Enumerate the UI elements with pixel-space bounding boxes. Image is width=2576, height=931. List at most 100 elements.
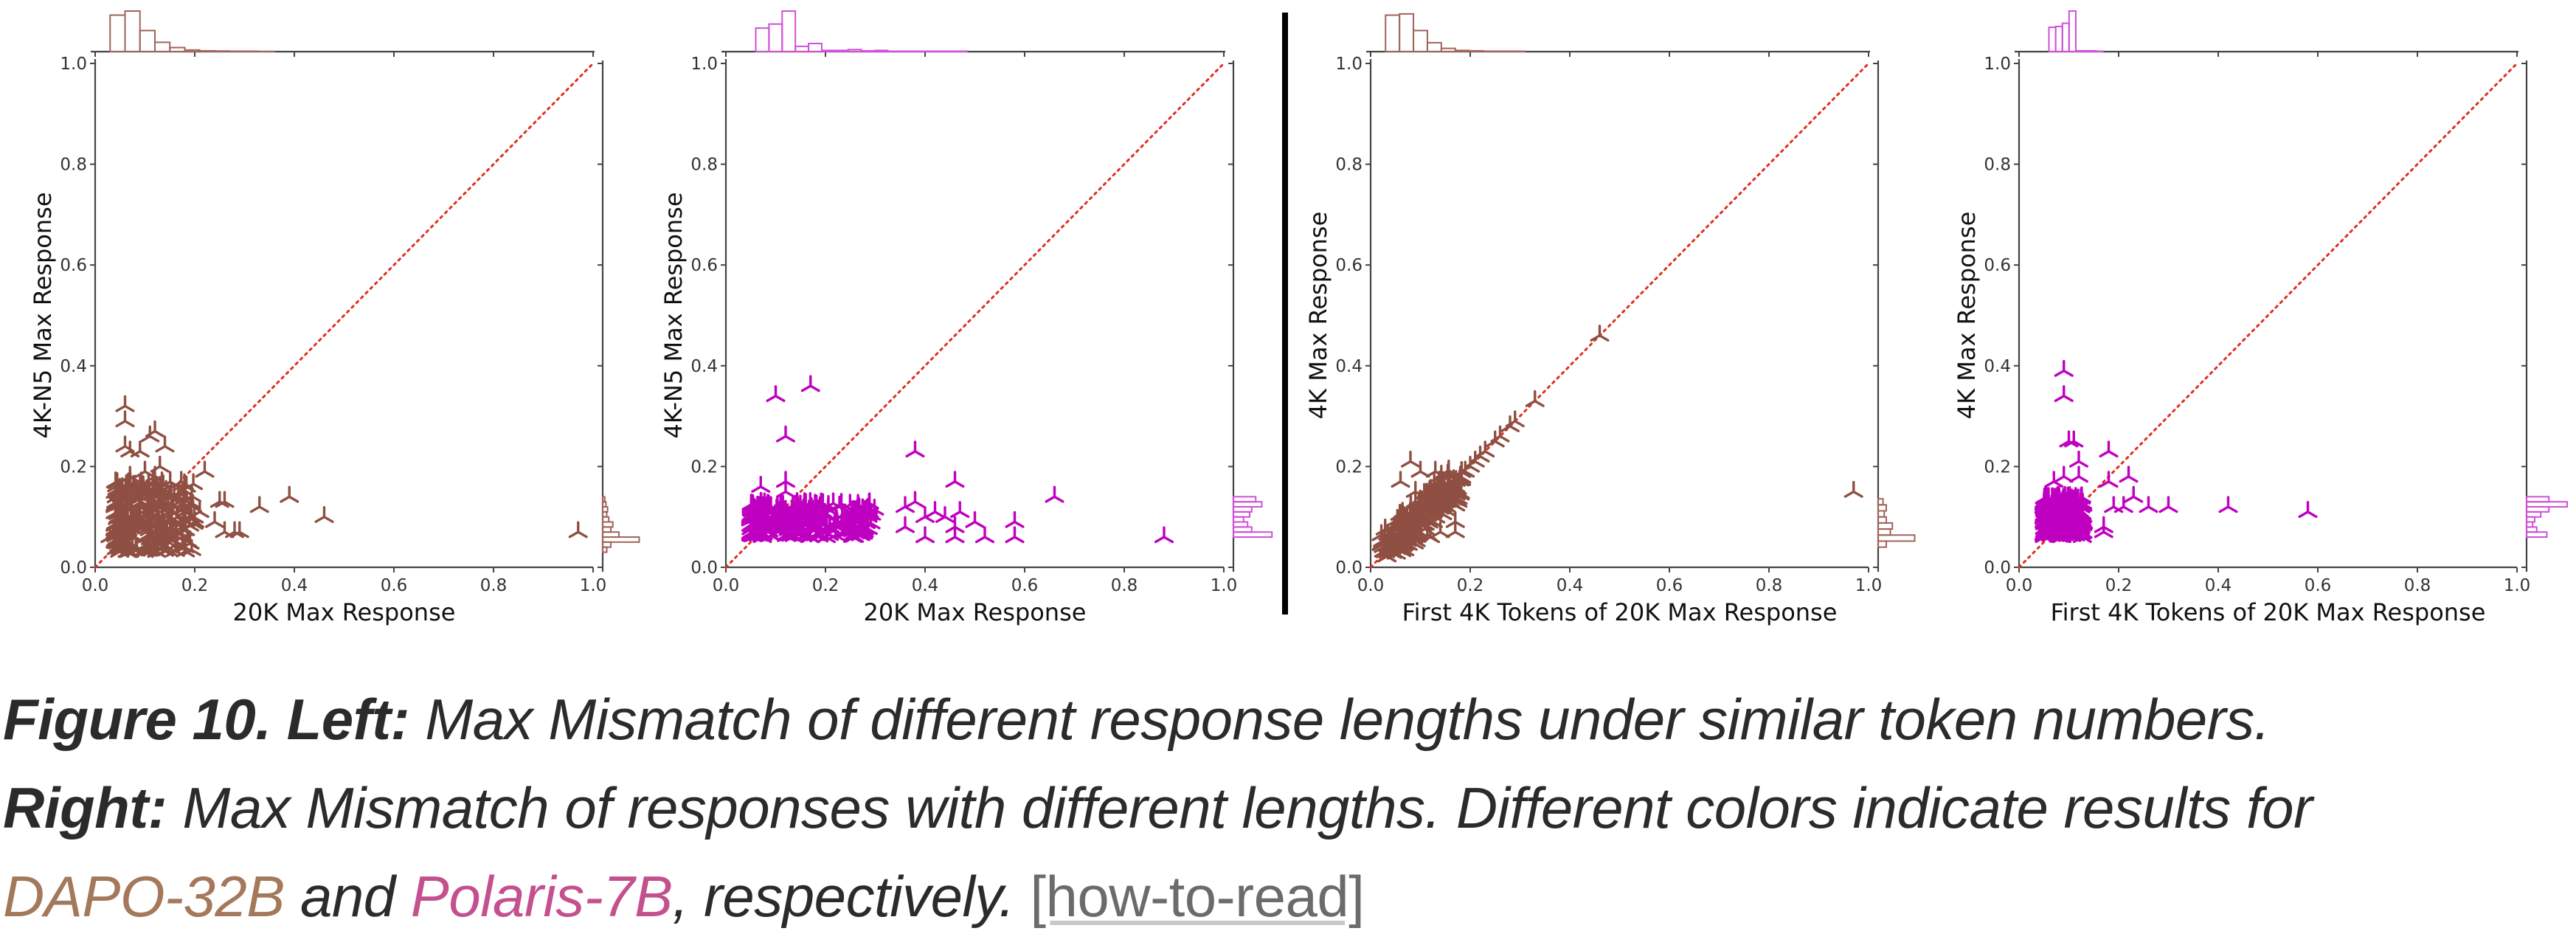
x-axis-label: 20K Max Response	[233, 598, 456, 626]
scatter-point	[128, 507, 148, 525]
scatter-point	[945, 471, 965, 488]
scatter-point	[2068, 466, 2089, 483]
y-tick-label: 0.4	[60, 357, 87, 376]
scatter-point	[314, 506, 334, 523]
scatter-point	[115, 395, 135, 412]
x-axis-label: 20K Max Response	[864, 598, 1087, 626]
right-hist-bar	[602, 511, 608, 518]
top-hist-bar	[755, 27, 770, 52]
scatter-point	[1405, 480, 1425, 498]
x-tick-label: 1.0	[2504, 576, 2531, 595]
scatter-point	[2158, 496, 2178, 513]
scatter-point	[131, 491, 151, 508]
right-hist-bar	[1877, 534, 1916, 542]
right-hist-bar	[1233, 516, 1244, 523]
caption-line-2: Right: Max Mismatch of responses with di…	[3, 775, 2313, 842]
diagonal-reference-line	[1369, 62, 1870, 569]
top-hist-bar	[939, 50, 955, 52]
right-hist-bar	[1877, 528, 1891, 536]
x-tick-label: 0.0	[82, 576, 109, 595]
scatter-point	[775, 471, 796, 488]
scatter-point	[851, 517, 870, 535]
scatter-point	[2067, 490, 2087, 508]
y-tick-label: 1.0	[1335, 55, 1363, 74]
scatter-point	[1391, 471, 1410, 488]
top-hist-bar	[873, 49, 889, 52]
y-tick-label: 0.0	[1335, 558, 1363, 578]
scatter-point	[1429, 478, 1449, 495]
scatter-point	[1425, 460, 1445, 478]
top-hist-bar	[214, 50, 231, 53]
scatter-point	[776, 525, 796, 542]
y-tick-label: 0.4	[690, 357, 718, 376]
x-axis-label: First 4K Tokens of 20K Max Response	[2051, 598, 2486, 626]
scatter-point	[974, 526, 995, 544]
right-hist-bar	[602, 521, 614, 528]
scatter-point	[1485, 430, 1505, 448]
y-tick-label: 0.8	[1984, 156, 2011, 175]
scatter-point	[120, 466, 140, 483]
right-hist-bar	[1233, 501, 1263, 508]
y-tick-label: 0.2	[60, 457, 87, 477]
scatter-point	[935, 506, 955, 523]
x-tick-label: 0.2	[181, 576, 209, 595]
caption-and: and	[284, 864, 411, 929]
scatter-point	[280, 485, 300, 503]
scatter-points	[2034, 359, 2318, 544]
top-hist-bar	[847, 49, 862, 52]
scatter-point	[2054, 359, 2074, 377]
scatter-point	[2034, 494, 2054, 511]
top-hist-bar	[198, 49, 215, 53]
scatter-point	[155, 539, 175, 557]
scatter-point	[2064, 430, 2084, 448]
scatter-point	[751, 476, 771, 493]
right-hist-bar	[2526, 516, 2535, 523]
scatter-point	[2113, 496, 2133, 513]
y-tick-label: 0.8	[690, 156, 718, 175]
right-hist-bar	[1233, 511, 1250, 518]
right-hist-bar	[2526, 526, 2538, 533]
scatter-point	[119, 533, 139, 550]
scatter-point	[1420, 526, 1441, 544]
x-tick-label: 0.6	[1011, 576, 1039, 595]
top-hist-bar	[834, 49, 849, 52]
scatter-point	[1450, 466, 1470, 483]
scatter-point	[741, 524, 761, 541]
top-hist-bar	[139, 30, 156, 53]
top-hist-bar	[913, 50, 929, 52]
right-hist-bar	[2526, 511, 2542, 518]
top-hist-bar	[1482, 50, 1498, 52]
scatter-point	[848, 499, 868, 516]
right-hist-bar	[602, 531, 620, 539]
x-tick-label: 1.0	[1855, 576, 1883, 595]
scatter-point	[140, 425, 160, 443]
top-hist-bar	[768, 23, 783, 52]
y-tick-label: 0.0	[1984, 558, 2011, 578]
right-hist-bar	[1877, 516, 1887, 524]
x-tick-label: 0.8	[480, 576, 508, 595]
right-hist-bar	[2526, 501, 2568, 508]
scatter-point	[115, 410, 135, 428]
x-tick-label: 0.8	[1756, 576, 1783, 595]
scatter-point	[1400, 450, 1421, 468]
how-to-read-link[interactable]: [how-to-read]	[1030, 864, 1365, 929]
scatter-point	[800, 375, 820, 392]
top-hist-bar	[781, 10, 797, 52]
scatter-point	[2068, 450, 2089, 468]
x-tick-label: 0.0	[1357, 576, 1385, 595]
x-tick-label: 0.8	[2404, 576, 2431, 595]
scatter-point	[895, 516, 915, 533]
scatter-point	[1388, 508, 1408, 526]
top-hist-bar	[1399, 13, 1415, 53]
scatter-points	[100, 395, 588, 558]
right-hist-bar	[602, 536, 640, 543]
scatter-point	[915, 526, 935, 544]
right-hist-bar	[1877, 504, 1887, 512]
y-tick-label: 0.6	[690, 256, 718, 275]
scatter-points	[741, 375, 1174, 544]
scatter-point	[190, 501, 210, 519]
right-hist-bar	[1233, 496, 1257, 503]
scatter-point	[2139, 496, 2158, 513]
y-axis-label: 4K Max Response	[1304, 212, 1332, 420]
top-hist-bar	[1413, 30, 1428, 53]
